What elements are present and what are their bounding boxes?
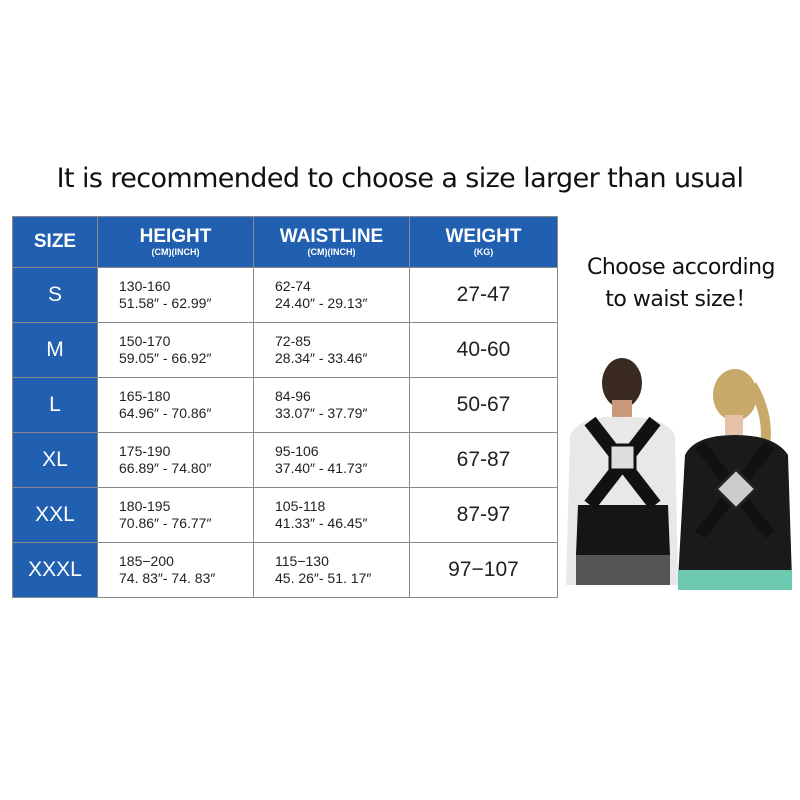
height-cm: 130-160 xyxy=(119,278,171,294)
waist-cell: 105-118 41.33″ - 46.45″ xyxy=(253,487,410,543)
side-note-line: to waist size！ xyxy=(605,287,757,312)
header-waistline: WAISTLINE (CM)(INCH) xyxy=(253,216,410,268)
waist-cell: 62-74 24.40″ - 29.13″ xyxy=(253,267,410,323)
weight-cell: 97−107 xyxy=(409,542,558,598)
weight-cell: 50-67 xyxy=(409,377,558,433)
weight-cell: 40-60 xyxy=(409,322,558,378)
height-cell: 185−200 74. 83″- 74. 83″ xyxy=(97,542,254,598)
size-cell: S xyxy=(12,267,98,323)
size-cell: XXL xyxy=(12,487,98,543)
header-label: HEIGHT xyxy=(139,226,212,247)
height-cell: 175-190 66.89″ - 74.80″ xyxy=(97,432,254,488)
page-title: It is recommended to choose a size large… xyxy=(56,163,744,194)
size-cell: XXXL xyxy=(12,542,98,598)
header-height: HEIGHT (CM)(INCH) xyxy=(97,216,254,268)
height-inch: 51.58″ - 62.99″ xyxy=(119,295,212,311)
header-weight: WEIGHT (KG) xyxy=(409,216,558,268)
header-sublabel: (KG) xyxy=(473,247,494,257)
waist-cm: 84-96 xyxy=(275,388,311,404)
header-label: SIZE xyxy=(33,231,77,252)
height-cell: 150-170 59.05″ - 66.92″ xyxy=(97,322,254,378)
woman-figure xyxy=(678,369,792,590)
weight-cell: 27-47 xyxy=(409,267,558,323)
waist-inch: 33.07″ - 37.79″ xyxy=(275,405,368,421)
weight-cell: 67-87 xyxy=(409,432,558,488)
height-cm: 180-195 xyxy=(119,498,171,514)
waist-cm: 115−130 xyxy=(275,553,329,569)
size-cell: M xyxy=(12,322,98,378)
table-header-row: SIZE HEIGHT (CM)(INCH) WAISTLINE (CM)(INCH… xyxy=(12,216,558,268)
height-cm: 185−200 xyxy=(119,553,174,569)
header-label: WAISTLINE xyxy=(279,226,384,247)
table-row: S 130-160 51.58″ - 62.99″ 62-74 24.40″ - 2… xyxy=(12,267,558,323)
height-cm: 165-180 xyxy=(119,388,171,404)
height-cm: 150-170 xyxy=(119,333,171,349)
waist-cell: 115−130 45. 26″- 51. 17″ xyxy=(253,542,410,598)
header-label: WEIGHT xyxy=(445,226,522,247)
table-row: XXL 180-195 70.86″ - 76.77″ 105-118 41.33″… xyxy=(12,487,558,543)
side-note: Choose according to waist size！ xyxy=(565,252,797,316)
waist-cm: 62-74 xyxy=(275,278,311,294)
size-cell: XL xyxy=(12,432,98,488)
waist-cm: 105-118 xyxy=(275,498,326,514)
table-row: XL 175-190 66.89″ - 74.80″ 95-106 37.40″ -… xyxy=(12,432,558,488)
waist-inch: 45. 26″- 51. 17″ xyxy=(275,570,372,586)
height-inch: 64.96″ - 70.86″ xyxy=(119,405,212,421)
waist-inch: 37.40″ - 41.73″ xyxy=(275,460,368,476)
size-chart-table: SIZE HEIGHT (CM)(INCH) WAISTLINE (CM)(INCH… xyxy=(12,216,558,598)
side-note-line: Choose according xyxy=(587,255,776,280)
height-inch: 59.05″ - 66.92″ xyxy=(119,350,212,366)
height-inch: 74. 83″- 74. 83″ xyxy=(119,570,216,586)
table-row: XXXL 185−200 74. 83″- 74. 83″ 115−130 45. … xyxy=(12,542,558,598)
table-row: L 165-180 64.96″ - 70.86″ 84-96 33.07″ - 3… xyxy=(12,377,558,433)
waist-cell: 72-85 28.34″ - 33.46″ xyxy=(253,322,410,378)
waist-inch: 24.40″ - 29.13″ xyxy=(275,295,368,311)
size-cell: L xyxy=(12,377,98,433)
product-photo xyxy=(566,358,792,590)
header-size: SIZE xyxy=(12,216,98,268)
height-inch: 70.86″ - 76.77″ xyxy=(119,515,212,531)
waist-cm: 72-85 xyxy=(275,333,311,349)
weight-cell: 87-97 xyxy=(409,487,558,543)
header-sublabel: (CM)(INCH) xyxy=(307,247,356,257)
table-row: M 150-170 59.05″ - 66.92″ 72-85 28.34″ - 3… xyxy=(12,322,558,378)
man-figure xyxy=(566,358,678,585)
height-cm: 175-190 xyxy=(119,443,171,459)
waist-cell: 95-106 37.40″ - 41.73″ xyxy=(253,432,410,488)
height-inch: 66.89″ - 74.80″ xyxy=(119,460,212,476)
height-cell: 180-195 70.86″ - 76.77″ xyxy=(97,487,254,543)
header-sublabel: (CM)(INCH) xyxy=(151,247,200,257)
waist-cell: 84-96 33.07″ - 37.79″ xyxy=(253,377,410,433)
waist-cm: 95-106 xyxy=(275,443,319,459)
waist-inch: 41.33″ - 46.45″ xyxy=(275,515,368,531)
height-cell: 130-160 51.58″ - 62.99″ xyxy=(97,267,254,323)
height-cell: 165-180 64.96″ - 70.86″ xyxy=(97,377,254,433)
waist-inch: 28.34″ - 33.46″ xyxy=(275,350,368,366)
